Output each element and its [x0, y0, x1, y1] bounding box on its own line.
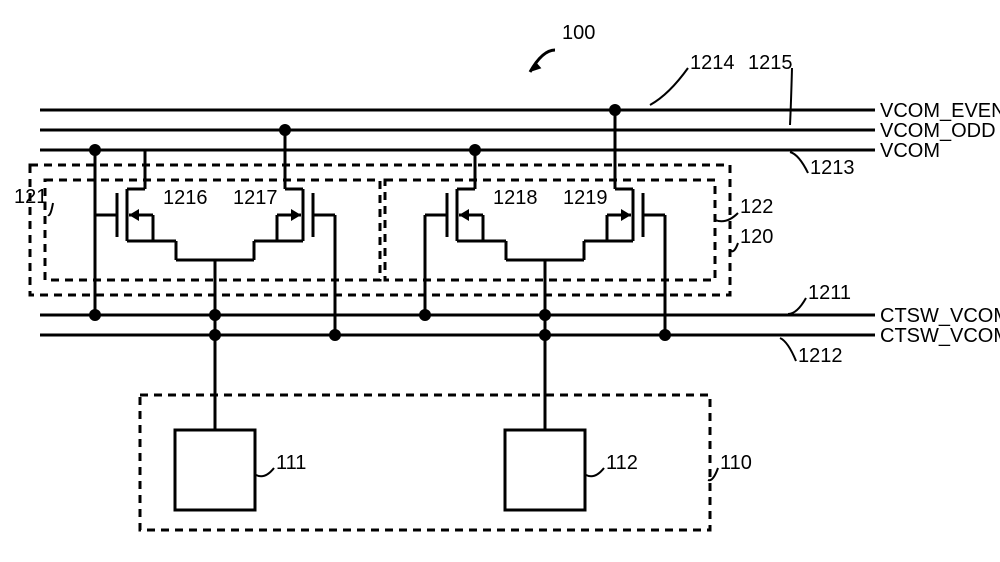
- ref-1213: 1213: [810, 157, 855, 180]
- ref-111: 111: [276, 452, 306, 475]
- circuit-diagram: VCOM_EVEN VCOM_ODD VCOM CTSW_VCOM1 CTSW_…: [0, 0, 1000, 562]
- ref-1217: 1217: [233, 187, 278, 210]
- ref-120: 120: [740, 226, 773, 249]
- label-vcom: VCOM: [880, 140, 940, 163]
- ref-121: 121: [14, 186, 47, 209]
- ref-1218: 1218: [493, 187, 538, 210]
- ref-110: 110: [720, 452, 752, 475]
- ref-1215: 1215: [748, 52, 793, 75]
- ref-112: 112: [606, 452, 638, 475]
- label-ctsw2: CTSW_VCOM2: [880, 325, 1000, 348]
- ref-1216: 1216: [163, 187, 208, 210]
- ref-1211: 1211: [808, 282, 851, 305]
- ref-122: 122: [740, 196, 773, 219]
- figure-ref-label: 100: [562, 22, 595, 45]
- schematic-svg: [0, 0, 1000, 562]
- ref-1212: 1212: [798, 345, 843, 368]
- ref-1214: 1214: [690, 52, 735, 75]
- ref-1219: 1219: [563, 187, 608, 210]
